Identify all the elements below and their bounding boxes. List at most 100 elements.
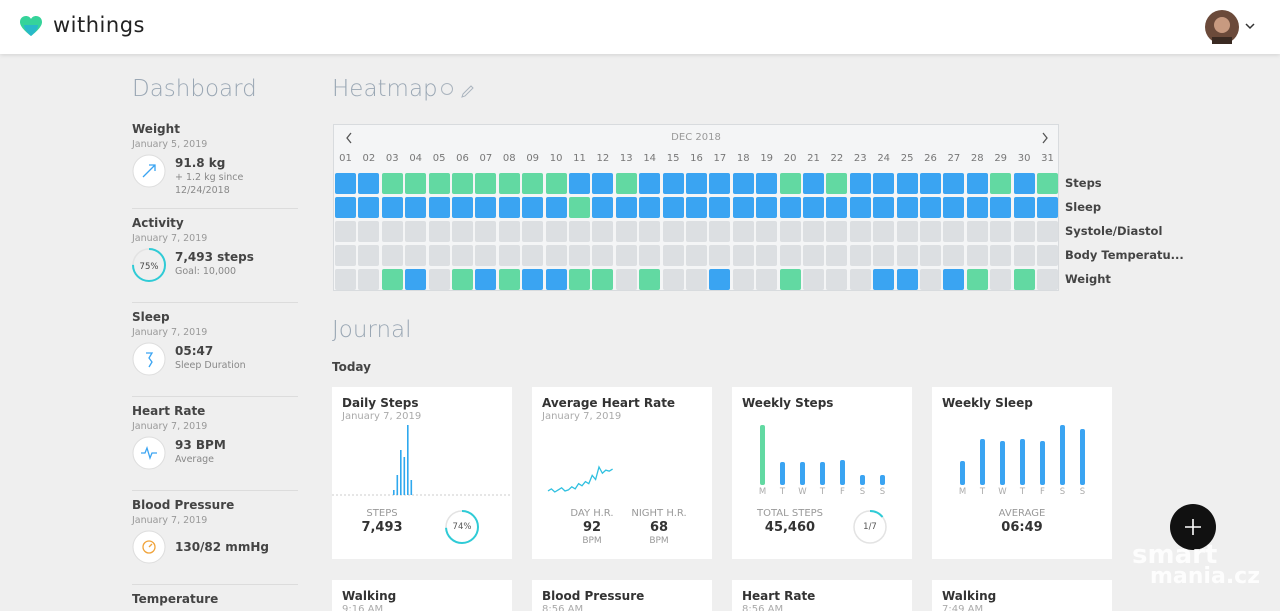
- journal-card: Blood Pressure 8:56 AM: [532, 580, 712, 611]
- heat-cell: [358, 221, 380, 242]
- day-label: 08: [502, 153, 516, 164]
- heat-cell: [452, 173, 473, 194]
- watermark: mania.cz: [1150, 564, 1261, 589]
- journal-card: Weekly Steps M T W T F S S TOTAL STEPS 45,460 1/7: [732, 387, 912, 559]
- heat-cell: [615, 221, 637, 242]
- heat-cell: [498, 197, 520, 218]
- day-label: 13: [619, 153, 633, 164]
- icon-glyph: [146, 352, 154, 368]
- card-time: 7:49 AM: [942, 604, 984, 611]
- heat-cell: [358, 269, 380, 290]
- heat-cell: [1013, 245, 1035, 266]
- heat-cell: [896, 197, 918, 218]
- day-label: 09: [526, 153, 540, 164]
- top-bar: withings: [0, 0, 1280, 54]
- heat-cell: [498, 269, 520, 290]
- item-title: Weight: [132, 122, 180, 136]
- heat-cell: [943, 269, 965, 290]
- day-label: 03: [385, 153, 399, 164]
- heat-cell: [335, 245, 356, 266]
- heat-cell: [826, 173, 848, 194]
- heat-cell: [522, 269, 544, 290]
- card-title: Average Heart Rate: [542, 396, 676, 410]
- bar: [1020, 439, 1025, 485]
- heat-cell: [592, 197, 614, 218]
- row-label: Systole/Diastol: [1065, 224, 1163, 238]
- heat-cell: [405, 269, 427, 290]
- item-date: January 7, 2019: [132, 421, 208, 432]
- bar: [840, 460, 845, 485]
- avatar[interactable]: [1205, 10, 1239, 44]
- heat-cell: [405, 173, 427, 194]
- card-time: 8:56 AM: [742, 604, 784, 611]
- heat-cell: [943, 197, 965, 218]
- heat-cell: [522, 245, 544, 266]
- day-label: 20: [783, 153, 797, 164]
- journal-card: Weekly Sleep M T W T F S S AVERAGE 06:49: [932, 387, 1112, 559]
- item-value: 91.8 kg: [175, 156, 226, 170]
- heat-cell: [686, 269, 707, 290]
- heat-cell: [943, 245, 965, 266]
- heat-cell: [639, 245, 661, 266]
- bar: [1080, 429, 1085, 485]
- item-title: Heart Rate: [132, 404, 206, 418]
- heat-cell: [405, 221, 427, 242]
- heat-cell: [873, 269, 895, 290]
- card-time: 9:16 AM: [342, 604, 384, 611]
- stat-label: NIGHT H.R.: [631, 508, 687, 519]
- heat-cell: [1037, 173, 1058, 194]
- hr-chart: [547, 465, 613, 493]
- heat-cell: [381, 173, 403, 194]
- heat-cell: [662, 197, 684, 218]
- card-title: Heart Rate: [742, 589, 816, 603]
- heat-cell: [615, 245, 637, 266]
- heat-cell: [452, 221, 473, 242]
- card-title: Walking: [342, 589, 397, 603]
- stat-label: TOTAL STEPS: [756, 508, 824, 519]
- journal-title: Journal: [332, 317, 412, 343]
- heat-cell: [803, 245, 824, 266]
- item-detail: Sleep Duration: [175, 360, 246, 371]
- heat-cell: [920, 269, 941, 290]
- heat-cell: [779, 221, 801, 242]
- card-title: Weekly Steps: [742, 396, 834, 410]
- heat-cell: [662, 221, 684, 242]
- heat-cell: [849, 269, 871, 290]
- heat-cell: [849, 221, 871, 242]
- heatmap-nav: [346, 132, 1048, 144]
- add-button[interactable]: [1170, 504, 1216, 550]
- divider: [132, 490, 298, 491]
- hr-line: [547, 465, 613, 493]
- day-label: 12: [596, 153, 610, 164]
- heat-cell: [1037, 245, 1058, 266]
- stat-unit: BPM: [649, 536, 669, 546]
- heat-cell: [920, 173, 941, 194]
- heat-cell: [686, 197, 707, 218]
- heat-cell: [615, 173, 637, 194]
- day-label: 25: [900, 153, 914, 164]
- heat-cell: [569, 269, 590, 290]
- heat-cell: [428, 197, 450, 218]
- bar: [800, 462, 805, 485]
- heat-cell: [662, 269, 684, 290]
- heat-cell: [873, 197, 895, 218]
- heat-cell: [639, 221, 661, 242]
- heat-cell: [779, 197, 801, 218]
- ring: [445, 510, 479, 544]
- bar-chart: [760, 425, 885, 485]
- heat-cell: [381, 197, 403, 218]
- stat-value: 68: [649, 520, 669, 535]
- menu-chevron[interactable]: [1245, 23, 1255, 31]
- heat-cell: [522, 197, 544, 218]
- ring-label: 74%: [452, 522, 472, 532]
- heat-cell: [896, 245, 918, 266]
- bar: [1040, 441, 1045, 485]
- icon-glyph: [148, 543, 153, 548]
- heat-cell: [475, 197, 497, 218]
- journal-card: Walking 7:49 AM: [932, 580, 1112, 611]
- day-label: 19: [760, 153, 774, 164]
- day-label: 04: [409, 153, 423, 164]
- heat-cell: [405, 245, 427, 266]
- row-label: Sleep: [1065, 200, 1102, 214]
- bar: [780, 462, 785, 485]
